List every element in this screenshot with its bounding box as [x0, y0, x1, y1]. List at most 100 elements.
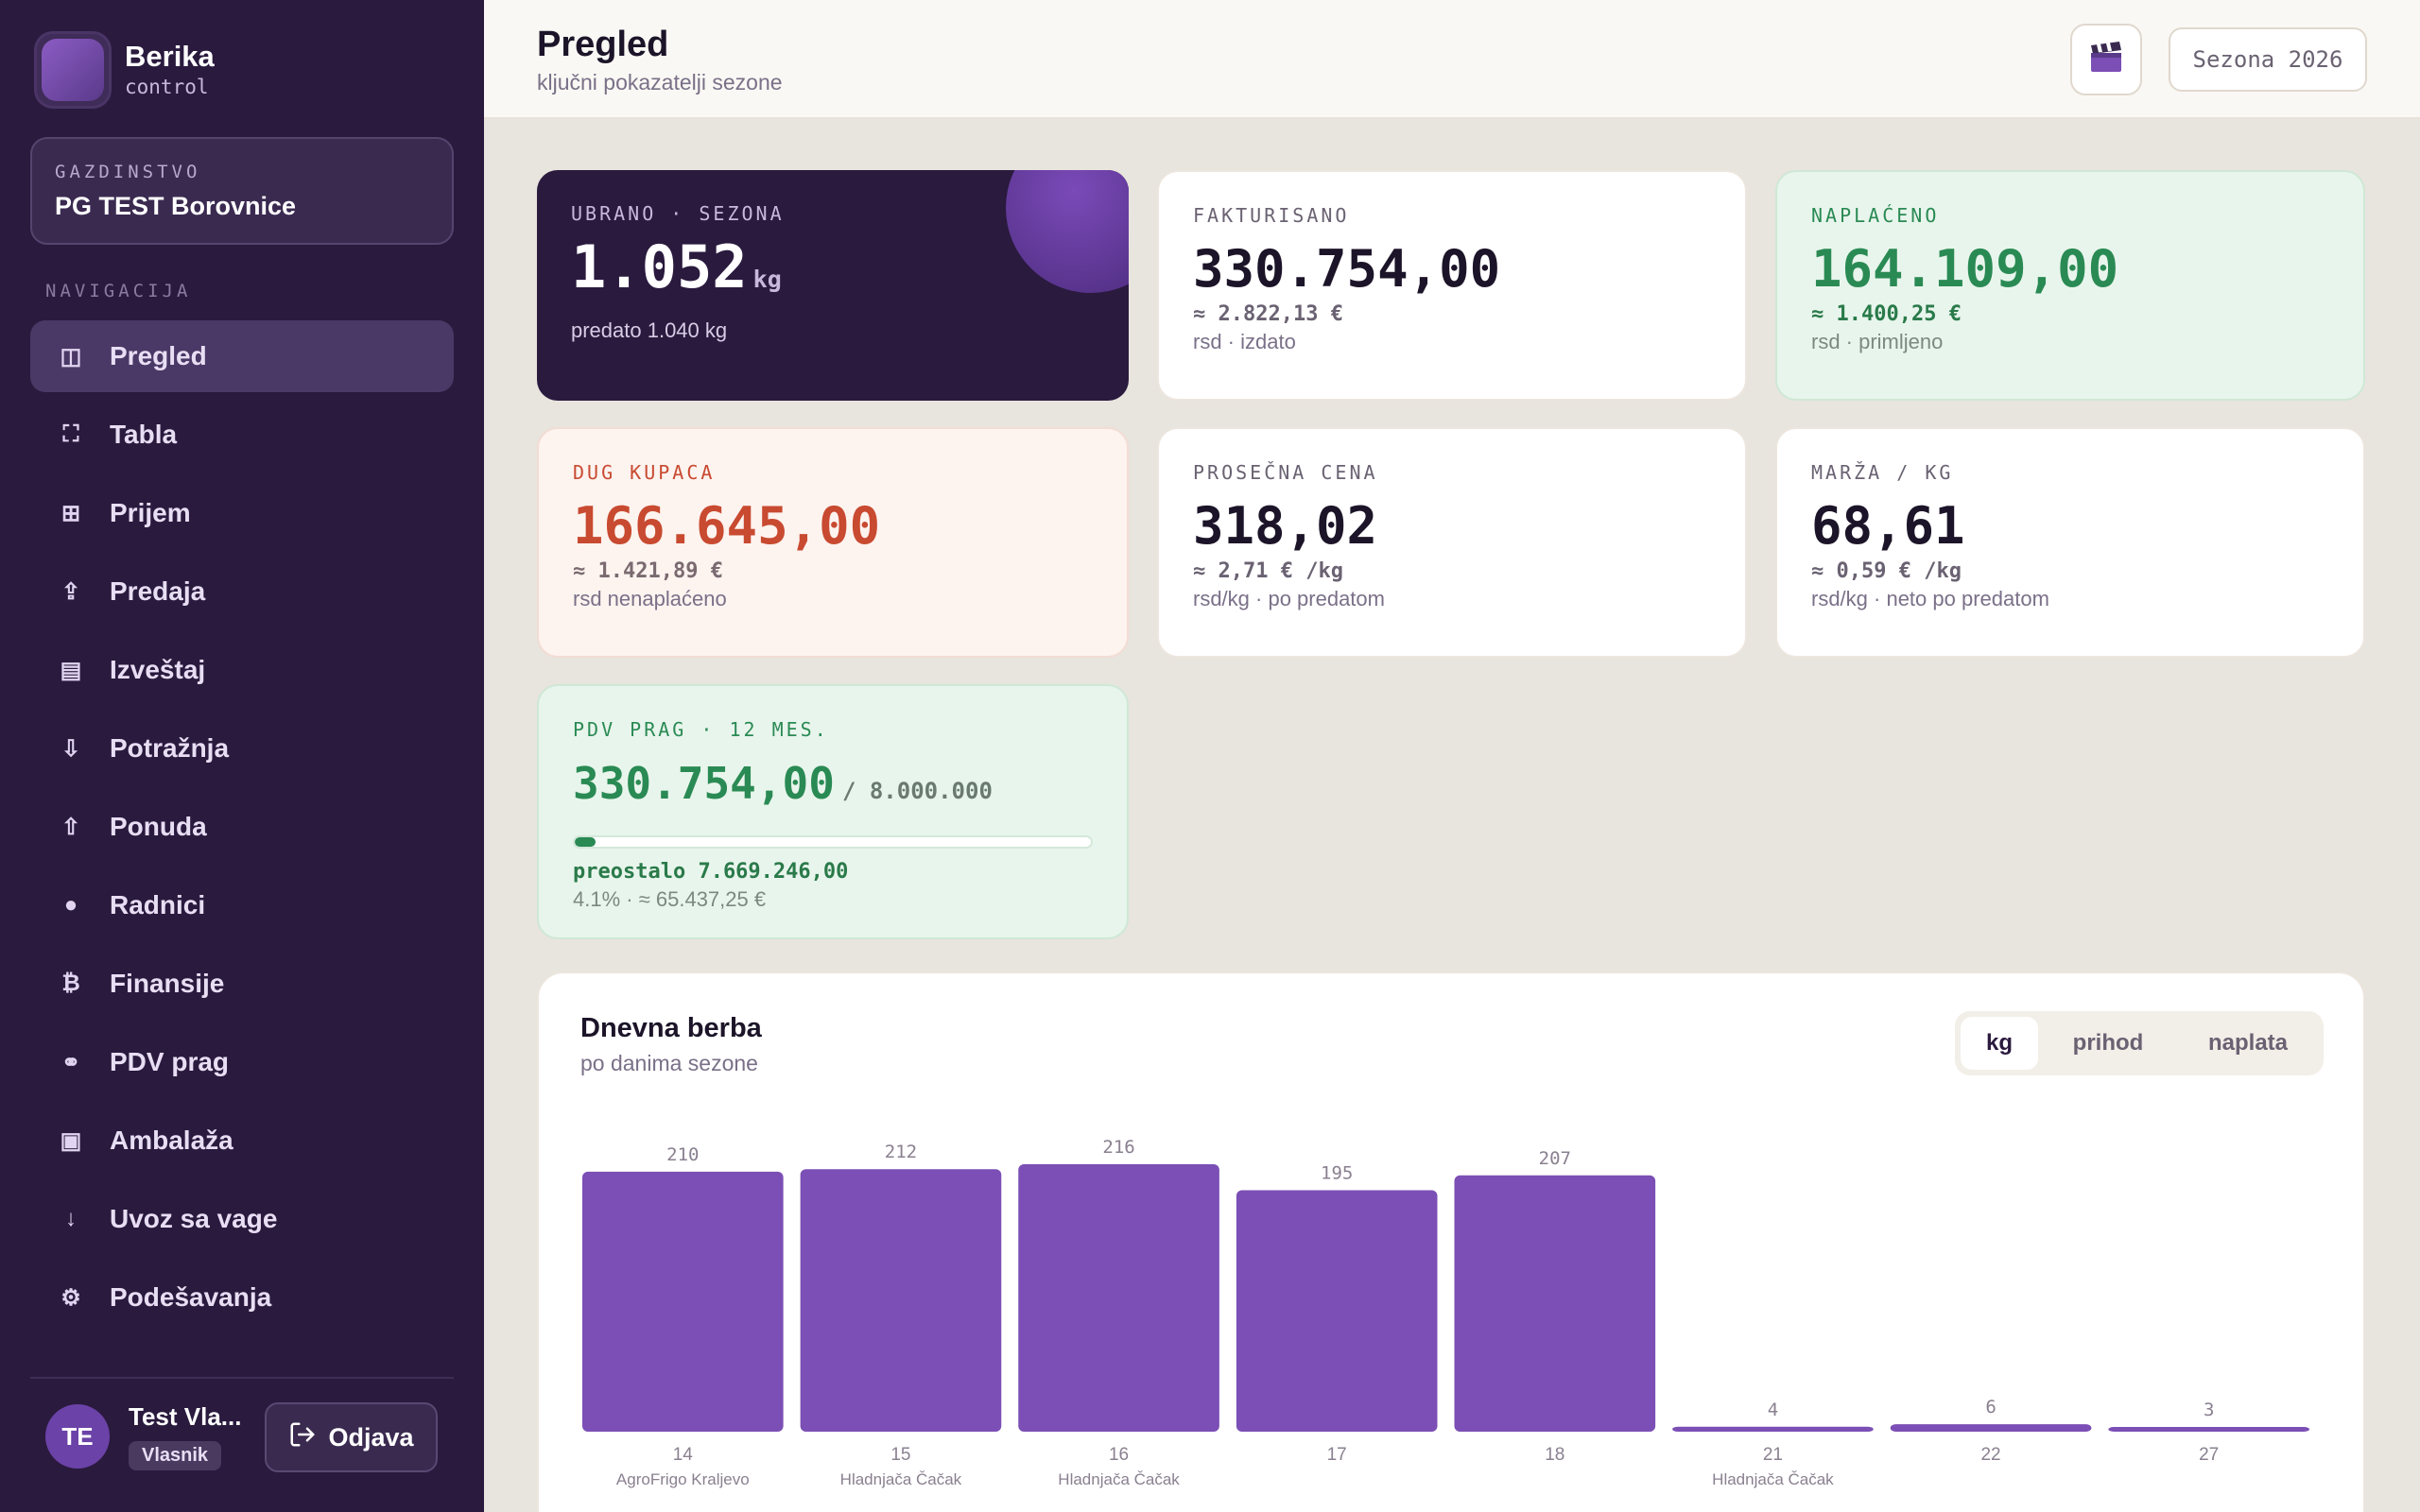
season-selector[interactable]: Sezona 2026 [2169, 27, 2367, 92]
tick-label: 16 [1109, 1445, 1129, 1465]
bar-16[interactable] [1018, 1164, 1219, 1432]
bar-17[interactable] [1236, 1190, 1438, 1432]
sidebar-item-izveštaj[interactable]: ▤ Izveštaj [30, 634, 454, 706]
tick-sublabel: Hladnjača Čačak [840, 1470, 962, 1488]
clapperboard-icon [2089, 41, 2123, 78]
card-label: PDV PRAG · 12 MES. [573, 718, 829, 741]
card-value: 68,61 [1811, 496, 1965, 556]
gear-icon: ⚙ [60, 1284, 81, 1311]
sidebar-item-label: Podešavanja [110, 1282, 272, 1312]
card-debt: DUG KUPACA 166.645,00 ≈ 1.421,89 € rsd n… [537, 427, 1129, 658]
vat-limit: / 8.000.000 [841, 778, 993, 804]
sidebar-item-uvoz-sa-vage[interactable]: ↓ Uvoz sa vage [30, 1183, 454, 1255]
data-label: 216 [1102, 1137, 1134, 1158]
chart-title: Dnevna berba [580, 1013, 762, 1043]
report-icon: ▤ [60, 657, 82, 683]
card-label: PROSEČNA CENA [1193, 461, 1378, 484]
data-label: 207 [1539, 1148, 1571, 1169]
card-label: FAKTURISANO [1193, 204, 1350, 227]
tick-label: 27 [2199, 1445, 2219, 1465]
sidebar-item-label: Izveštaj [110, 655, 206, 684]
sidebar-item-predaja[interactable]: ⇪ Predaja [30, 556, 454, 627]
sidebar-item-label: Predaja [110, 576, 206, 606]
card-approx: ≈ 0,59 € /kg [1811, 559, 1962, 583]
card-value: 164.109,00 [1811, 239, 2119, 299]
brand[interactable]: Berika control [34, 31, 215, 109]
bar-18[interactable] [1454, 1175, 1656, 1432]
sidebar-item-ponuda[interactable]: ⇧ Ponuda [30, 791, 454, 863]
bar-21[interactable] [1672, 1426, 1874, 1432]
logout-label: Odjava [328, 1422, 414, 1452]
vat-value: 330.754,00 [573, 758, 835, 809]
data-label: 195 [1321, 1163, 1353, 1184]
bar-chart: 210 14 AgroFrigo Kraljevo 212 15 Hladnjača Ča… [582, 1137, 2309, 1488]
grid-icon: ⊞ [60, 500, 81, 526]
bar-15[interactable] [800, 1169, 1002, 1432]
farm-label: GAZDINSTVO [55, 162, 201, 182]
tab-kg[interactable]: kg [1961, 1017, 2038, 1070]
data-label: 4 [1768, 1400, 1778, 1420]
sidebar-item-ambalaža[interactable]: ▣ Ambalaža [30, 1105, 454, 1177]
harvested-value: 1.052 [571, 232, 748, 301]
sidebar-item-podešavanja[interactable]: ⚙ Podešavanja [30, 1262, 454, 1333]
clapperboard-button[interactable] [2070, 24, 2142, 95]
sidebar-item-label: Uvoz sa vage [110, 1204, 278, 1233]
bar-27[interactable] [2108, 1427, 2309, 1432]
card-vat-threshold: PDV PRAG · 12 MES. 330.754,00/ 8.000.000… [537, 684, 1129, 939]
sidebar-item-label: Radnici [110, 890, 206, 919]
user-role-badge: Vlasnik [129, 1441, 222, 1470]
logout-button[interactable]: Odjava [265, 1402, 438, 1472]
bar-14[interactable] [582, 1171, 784, 1432]
chart-metric-toggle: kg prihod naplata [1955, 1011, 2324, 1075]
sidebar-item-prijem[interactable]: ⊞ Prijem [30, 477, 454, 549]
card-note: rsd · izdato [1193, 330, 1296, 353]
card-label: UBRANO · SEZONA [571, 202, 785, 225]
sidebar-item-finansije[interactable]: ₿ Finansije [30, 948, 454, 1020]
avatar[interactable]: TE [45, 1404, 110, 1469]
farm-selector[interactable]: GAZDINSTVO PG TEST Borovnice [30, 137, 454, 245]
data-label: 210 [666, 1144, 699, 1165]
tab-naplata[interactable]: naplata [2207, 1030, 2289, 1056]
bar-22[interactable] [1890, 1424, 2092, 1432]
sidebar-item-potražnja[interactable]: ⇩ Potražnja [30, 713, 454, 784]
vat-remaining: preostalo 7.669.246,00 [573, 860, 849, 884]
card-label: NAPLAĆENO [1811, 204, 1940, 227]
sidebar-item-pdv-prag[interactable]: ⚭ PDV prag [30, 1026, 454, 1098]
farm-name: PG TEST Borovnice [55, 192, 297, 220]
data-label: 6 [1985, 1397, 1996, 1418]
sidebar-item-label: Pregled [110, 341, 207, 370]
sidebar: Berika control GAZDINSTVO PG TEST Borovn… [0, 0, 484, 1512]
tab-prihod[interactable]: prihod [2072, 1030, 2144, 1056]
user-name: Test Vla... [129, 1402, 242, 1431]
card-note: rsd nenaplaćeno [573, 587, 727, 610]
card-value: 330.754,00 [1193, 239, 1501, 299]
sidebar-item-pregled[interactable]: ◫ Pregled [30, 320, 454, 392]
tick-sublabel: Hladnjača Čačak [1058, 1470, 1180, 1488]
dot-icon: ● [63, 892, 78, 918]
chart-subtitle: po danima sezone [580, 1051, 758, 1075]
card-note: 4.1% · ≈ 65.437,25 € [573, 887, 767, 911]
sidebar-item-label: Ambalaža [110, 1125, 233, 1155]
tick-label: 15 [890, 1445, 910, 1465]
data-label: 212 [885, 1142, 917, 1162]
tick-label: 21 [1763, 1445, 1783, 1465]
card-value: 166.645,00 [573, 496, 881, 556]
card-note: rsd/kg · po predatom [1193, 587, 1385, 610]
arrow-down-icon: ⇩ [60, 735, 81, 762]
box-icon: ▣ [60, 1127, 82, 1154]
page-title: Pregled [537, 25, 669, 64]
card-approx: ≈ 2,71 € /kg [1193, 559, 1343, 583]
brand-name: Berika [125, 40, 215, 73]
vat-progress-bar [573, 835, 1093, 849]
logout-icon [288, 1420, 317, 1455]
card-invoiced: FAKTURISANO 330.754,00 ≈ 2.822,13 € rsd … [1157, 170, 1747, 401]
sidebar-item-radnici[interactable]: ● Radnici [30, 869, 454, 941]
columns-icon: ◫ [60, 343, 82, 369]
sidebar-item-tabla[interactable]: ⛶ Tabla [30, 399, 454, 471]
sidebar-item-label: Potražnja [110, 733, 230, 763]
sidebar-item-label: PDV prag [110, 1047, 230, 1076]
card-avg-price: PROSEČNA CENA 318,02 ≈ 2,71 € /kg rsd/kg… [1157, 427, 1747, 658]
sidebar-nav: ◫ Pregled ⛶ Tabla ⊞ Prijem ⇪ Predaja ▤ Izveštaj ⇩ P… [30, 320, 454, 1340]
binoculars-icon: ⚭ [60, 1049, 81, 1075]
divider [30, 1377, 454, 1379]
